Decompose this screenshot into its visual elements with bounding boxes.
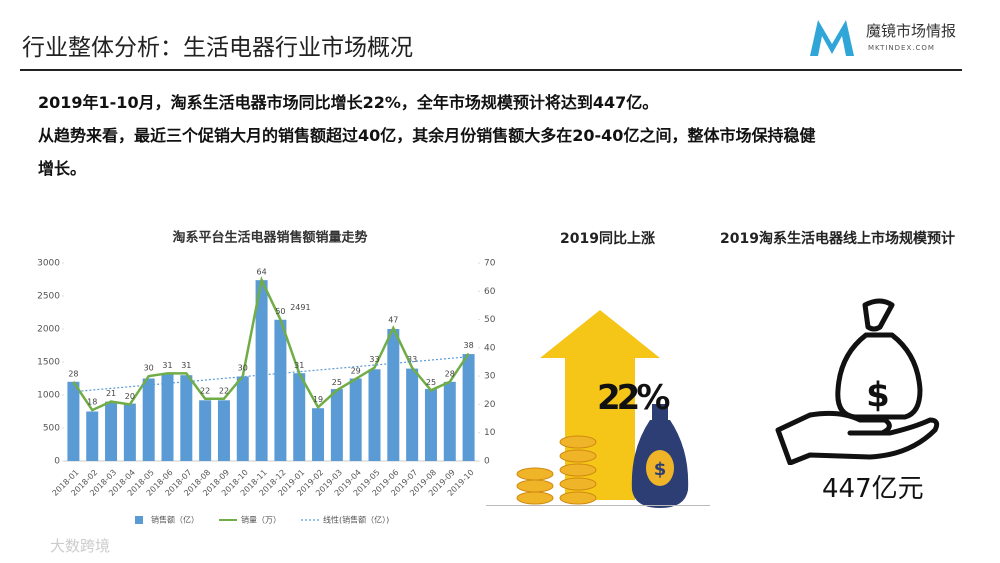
- bar: [236, 376, 249, 461]
- logo-subtext: MKTINDEX.COM: [868, 44, 935, 52]
- y-tick-label: 500: [43, 424, 60, 434]
- y2-tick-label: 60: [484, 287, 496, 297]
- divider: [20, 69, 962, 71]
- bar: [67, 381, 80, 461]
- bar: [387, 329, 400, 461]
- legend-swatch: [135, 516, 143, 524]
- data-label: 21: [106, 389, 116, 398]
- y-tick-label: 2500: [37, 292, 60, 302]
- legend-item: 销售额（亿）: [135, 515, 199, 525]
- logo-icon: [810, 20, 854, 56]
- data-label: 25: [426, 378, 436, 387]
- chart: 淘系平台生活电器销售额销量走势 050010001500200025003000…: [37, 230, 496, 525]
- panel-title: 2019同比上涨: [560, 231, 655, 247]
- line: [72, 276, 470, 412]
- bar: [330, 389, 343, 461]
- bar: [274, 319, 287, 461]
- y-tick-label: 3000: [37, 259, 60, 269]
- legend-label: 销量（万）: [241, 515, 281, 525]
- y2-tick-label: 40: [484, 343, 496, 353]
- data-label: 22: [219, 386, 229, 395]
- bar: [105, 401, 118, 461]
- y2-tick-label: 20: [484, 400, 496, 410]
- data-label: 18: [87, 398, 97, 407]
- y2-tick-label: 70: [484, 259, 496, 269]
- summary-line: 从趋势来看，最近三个促销大月的销售额超过40亿，其余月份销售额大多在20-40亿…: [38, 126, 816, 145]
- bar: [199, 400, 212, 461]
- data-label: 50: [275, 307, 285, 316]
- bar: [349, 378, 362, 461]
- bar: [443, 381, 456, 461]
- legend-item: 销量（万）: [219, 515, 281, 525]
- bar: [368, 369, 381, 461]
- bar: [161, 373, 174, 461]
- svg-text:$: $: [654, 459, 667, 480]
- summary-line: 2019年1-10月，淘系生活电器市场同比增长22%，全年市场规模预计将达到44…: [38, 93, 659, 112]
- y-tick-label: 0: [54, 457, 60, 467]
- data-label: 28: [445, 369, 455, 378]
- data-label: 29: [351, 366, 361, 375]
- data-label: 30: [144, 364, 154, 373]
- watermark: 大数跨境: [50, 537, 111, 555]
- y2-tick-label: 50: [484, 315, 496, 325]
- baseline: [486, 505, 710, 506]
- data-label: 30: [238, 364, 248, 373]
- data-label: 38: [463, 341, 473, 350]
- data-label: 20: [125, 392, 135, 401]
- bar: [312, 408, 325, 461]
- data-label: 31: [294, 361, 304, 370]
- y2-tick-label: 0: [484, 457, 490, 467]
- summary-line: 增长。: [38, 159, 87, 178]
- market-value: 447亿元: [822, 474, 924, 504]
- legend-item: 线性(销售额（亿）): [301, 515, 389, 525]
- page-title: 行业整体分析：生活电器行业市场概况: [22, 35, 413, 61]
- bar: [255, 280, 268, 461]
- svg-text:$: $: [866, 376, 890, 416]
- legend-label: 销售额（亿）: [151, 515, 199, 525]
- data-label: 25: [332, 378, 342, 387]
- y2-tick-label: 10: [484, 428, 496, 438]
- y2-tick-label: 30: [484, 372, 496, 382]
- bar: [180, 375, 193, 461]
- logo-text: 魔镜市场情报: [866, 22, 957, 40]
- data-label: 33: [369, 355, 379, 364]
- data-label: 64: [256, 267, 266, 276]
- data-label: 19: [313, 395, 323, 404]
- bar: [462, 354, 475, 461]
- data-label: 31: [162, 361, 172, 370]
- data-label: 47: [388, 316, 398, 325]
- data-label: 31: [181, 361, 191, 370]
- y-tick-label: 2000: [37, 325, 60, 335]
- bar: [142, 378, 155, 461]
- growth-illustration: $: [516, 310, 689, 508]
- y-tick-label: 1000: [37, 391, 60, 401]
- y-tick-label: 1500: [37, 358, 60, 368]
- panel-title: 2019淘系生活电器线上市场规模预计: [720, 231, 955, 247]
- bar: [424, 389, 437, 461]
- data-label: 28: [68, 369, 78, 378]
- bar: [406, 368, 419, 461]
- bar: [123, 403, 136, 461]
- bar: [217, 400, 230, 461]
- data-label: 22: [200, 386, 210, 395]
- annotation: 2491: [290, 303, 310, 312]
- growth-value: 22%: [597, 378, 670, 418]
- bar: [86, 411, 99, 461]
- data-label: 33: [407, 355, 417, 364]
- money-bag-icon: $: [775, 298, 940, 465]
- chart-title: 淘系平台生活电器销售额销量走势: [172, 230, 367, 246]
- legend-label: 线性(销售额（亿）): [323, 515, 389, 525]
- bar: [293, 373, 306, 461]
